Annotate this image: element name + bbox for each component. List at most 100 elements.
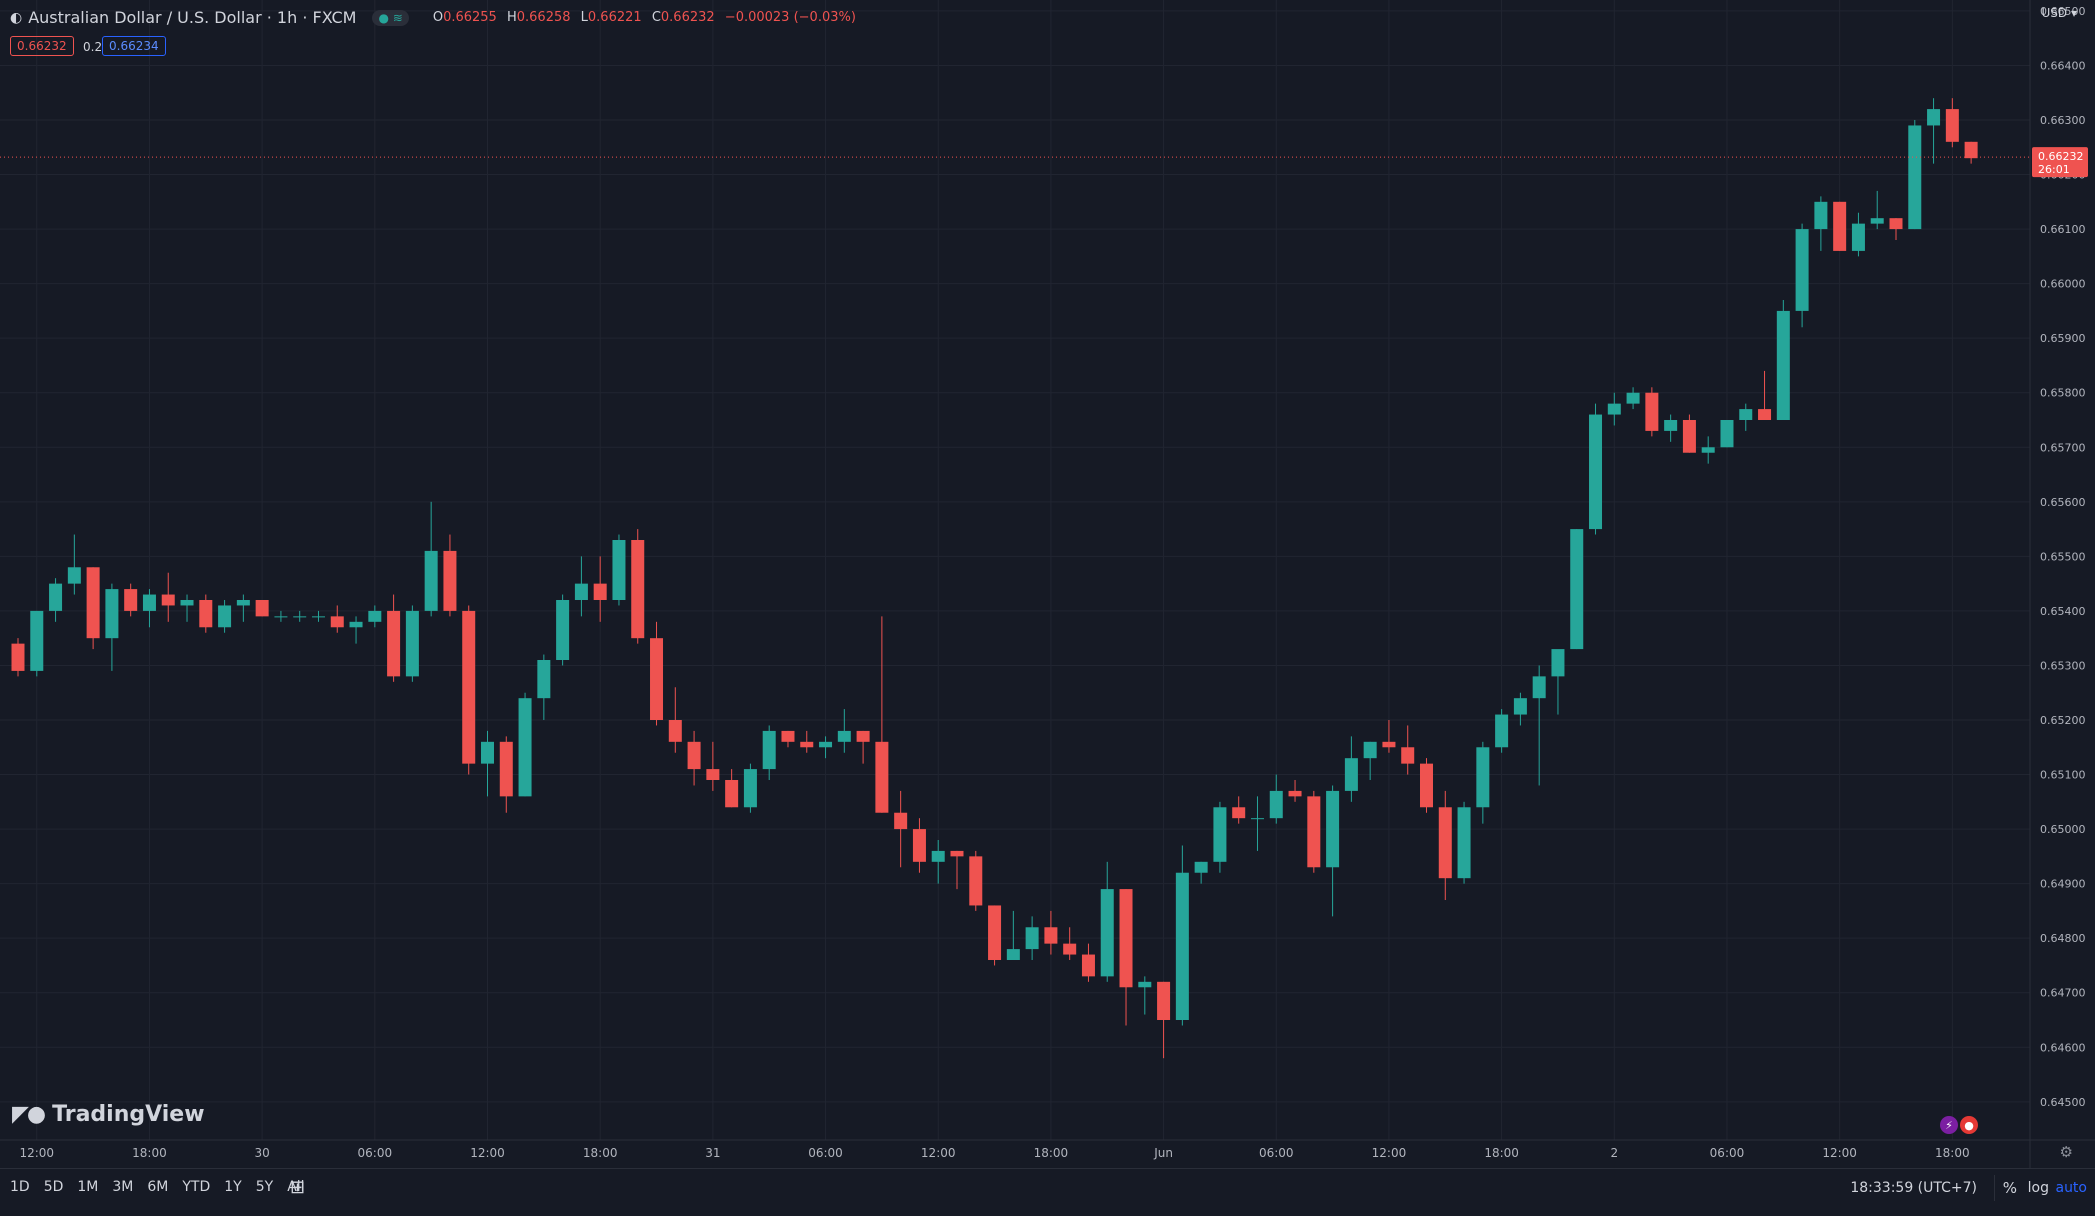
candle-body	[462, 610, 476, 764]
price-tick-label: 0.65400	[2040, 605, 2086, 618]
range-all-button[interactable]: All	[287, 1179, 305, 1195]
ohlc-values: O0.66255 H0.66258 L0.66221 C0.66232 −0.0…	[433, 10, 862, 25]
candle-body	[161, 594, 175, 606]
range-1y-button[interactable]: 1Y	[224, 1179, 242, 1195]
ohlc-change: −0.00023 (−0.03%)	[724, 10, 856, 25]
price-tick-label: 0.66000	[2040, 278, 2086, 291]
candle-body	[311, 616, 325, 618]
time-tick-label: 06:00	[808, 1146, 843, 1160]
candle-body	[405, 610, 419, 677]
time-tick-label: 12:00	[470, 1146, 505, 1160]
candle-body	[743, 769, 757, 808]
candle-body	[1682, 420, 1696, 453]
candle-body	[1945, 109, 1959, 142]
flag-icon: ◐	[10, 9, 23, 26]
candle-body	[1908, 125, 1922, 230]
candle-body	[368, 610, 382, 622]
range-5y-button[interactable]: 5Y	[255, 1179, 274, 1195]
candle-body	[837, 730, 851, 742]
tradingview-logo[interactable]: ◤● TradingView	[12, 1102, 205, 1127]
candle-body	[687, 741, 701, 770]
range-3m-button[interactable]: 3M	[112, 1179, 134, 1195]
log-scale-button[interactable]: log	[2027, 1180, 2049, 1196]
ohlc-high-key: H	[506, 10, 517, 25]
us-flag-icon[interactable]: ●	[1960, 1116, 1978, 1134]
symbol-legend: ◐ Australian Dollar / U.S. Dollar · 1h ·…	[10, 8, 862, 27]
candle-body	[255, 600, 269, 617]
candle-body	[1833, 201, 1847, 251]
time-tick-label: 06:00	[358, 1146, 393, 1160]
candlestick-chart[interactable]: 0.665000.664000.663000.662000.661000.660…	[0, 0, 2095, 1168]
candle-body	[180, 600, 194, 606]
candle-body	[49, 583, 63, 611]
currency-dropdown[interactable]: USD ▾	[2041, 6, 2077, 20]
price-tick-label: 0.65100	[2040, 769, 2086, 782]
auto-scale-button[interactable]: auto	[2055, 1180, 2087, 1196]
percent-scale-button[interactable]: %	[2002, 1179, 2017, 1197]
candle-body	[1213, 807, 1227, 862]
time-tick-label: 18:00	[583, 1146, 618, 1160]
time-tick-label: 06:00	[1259, 1146, 1294, 1160]
range-ytd-button[interactable]: YTD	[182, 1179, 211, 1195]
candle-body	[650, 638, 664, 720]
candle-body	[556, 600, 570, 660]
gear-icon[interactable]: ⚙	[2059, 1143, 2073, 1161]
candle-body	[1889, 218, 1903, 230]
symbol-title[interactable]: Australian Dollar / U.S. Dollar · 1h · F…	[28, 8, 357, 27]
calendar-icon[interactable]: ⊞	[290, 1177, 306, 1198]
candle-body	[631, 540, 645, 639]
candle-body	[1927, 109, 1941, 126]
candle-body	[1513, 698, 1527, 715]
price-tick-label: 0.65900	[2040, 332, 2086, 345]
brand-name: TradingView	[52, 1102, 205, 1127]
candle-body	[856, 730, 870, 742]
candle-body	[330, 616, 344, 628]
time-tick-label: 30	[254, 1146, 269, 1160]
market-status-badge[interactable]: ● ≋	[372, 9, 409, 26]
chart-area[interactable]: 0.665000.664000.663000.662000.661000.660…	[0, 0, 2095, 1168]
clock-timezone[interactable]: 18:33:59 (UTC+7)	[1850, 1180, 1977, 1196]
ask-price-button[interactable]: 0.66234	[102, 36, 166, 56]
candle-body	[1363, 741, 1377, 759]
range-5d-button[interactable]: 5D	[43, 1179, 64, 1195]
candle-body	[1457, 807, 1471, 879]
candle-body	[1344, 758, 1358, 791]
candle-body	[1776, 310, 1790, 420]
candle-body	[1382, 741, 1396, 748]
candle-body	[1701, 447, 1715, 453]
candle-body	[931, 850, 945, 862]
last-price-badge	[2032, 147, 2088, 178]
bid-price-button[interactable]: 0.66232	[10, 36, 74, 56]
candle-body	[988, 905, 1002, 960]
candle-body	[950, 850, 964, 857]
range-buttons: 1D 5D 1M 3M 6M YTD 1Y 5Y All	[10, 1179, 305, 1195]
range-6m-button[interactable]: 6M	[147, 1179, 169, 1195]
range-1d-button[interactable]: 1D	[10, 1179, 30, 1195]
candle-body	[1720, 420, 1734, 448]
price-tick-label: 0.65300	[2040, 659, 2086, 672]
lightning-icon[interactable]: ⚡	[1940, 1116, 1958, 1134]
candle-body	[1288, 790, 1302, 797]
time-tick-label: 12:00	[921, 1146, 956, 1160]
candle-body	[1438, 807, 1452, 879]
time-tick-label: 18:00	[1935, 1146, 1970, 1160]
candle-body	[593, 583, 607, 600]
bottom-toolbar: 1D 5D 1M 3M 6M YTD 1Y 5Y All ⊞ 18:33:59 …	[0, 1168, 2095, 1216]
candle-body	[1645, 392, 1659, 431]
candle-body	[1589, 414, 1603, 530]
candle-body	[1100, 889, 1114, 977]
last-price-label: 0.66232	[2038, 150, 2084, 163]
candle-body	[781, 730, 795, 742]
price-tick-label: 0.65800	[2040, 387, 2086, 400]
candle-body	[1476, 747, 1490, 808]
candle-body	[1626, 392, 1640, 404]
price-tick-label: 0.66100	[2040, 223, 2086, 236]
divider	[1994, 1175, 1995, 1201]
price-tick-label: 0.65000	[2040, 823, 2086, 836]
range-1m-button[interactable]: 1M	[77, 1179, 99, 1195]
candle-body	[1420, 763, 1433, 808]
candle-body	[1758, 409, 1772, 420]
ohlc-low-key: L	[580, 10, 588, 25]
candle-body	[30, 610, 44, 671]
candle-body	[1175, 872, 1189, 1020]
